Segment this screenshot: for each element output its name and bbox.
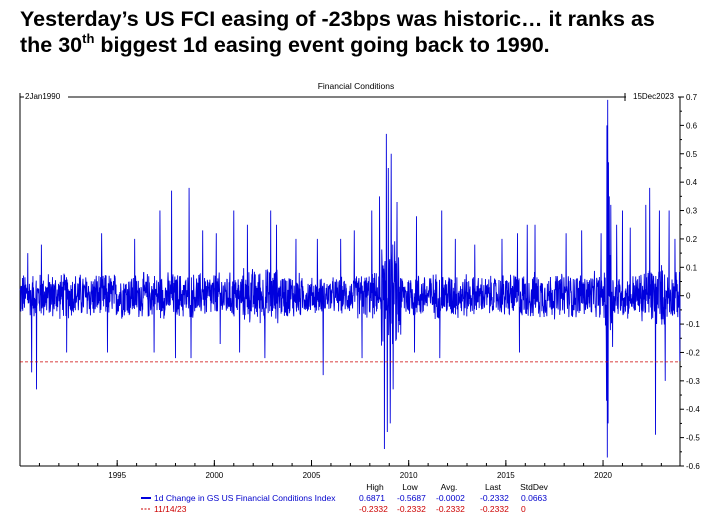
legend-ref-avg: -0.2332 xyxy=(436,504,465,514)
y-tick-label-1: 0.6 xyxy=(686,121,698,130)
headline-line-2-start: the 30 xyxy=(20,33,83,57)
y-tick-label-5: 0.2 xyxy=(686,235,698,244)
legend-ref-low: -0.2332 xyxy=(397,504,426,514)
y-tick-label-0: 0.7 xyxy=(686,93,698,102)
x-tick-label-1: 2000 xyxy=(205,471,223,480)
legend-fci-stddev: 0.0663 xyxy=(521,493,547,503)
end-date-marker: 15Dec2023 xyxy=(624,90,678,101)
fci-series-line xyxy=(19,99,681,458)
legend-header-stddev: StdDev xyxy=(520,482,549,492)
start-date-marker: 2Jan1990 xyxy=(19,90,68,101)
x-tick-label-0: 1995 xyxy=(108,471,126,480)
headline-line-1: Yesterday’s US FCI easing of -23bps was … xyxy=(20,7,655,31)
legend-header-high: High xyxy=(366,482,384,492)
y-tick-label-3: 0.4 xyxy=(686,178,698,187)
y-tick-label-8: -0.1 xyxy=(686,320,700,329)
legend-label-fci: 1d Change in GS US Financial Conditions … xyxy=(154,493,336,503)
legend-fci-low: -0.5687 xyxy=(397,493,426,503)
legend-ref-stddev: 0 xyxy=(521,504,526,514)
y-tick-label-12: -0.5 xyxy=(686,434,700,443)
x-tick-label-3: 2010 xyxy=(400,471,418,480)
y-tick-label-2: 0.5 xyxy=(686,150,698,159)
x-axis: 1995 2000 2005 2010 2015 2020 xyxy=(19,460,662,480)
legend-fci-last: -0.2332 xyxy=(480,493,509,503)
headline: Yesterday’s US FCI easing of -23bps was … xyxy=(20,6,720,58)
y-tick-label-13: -0.6 xyxy=(686,462,700,471)
headline-line-2: the 30th biggest 1d easing event going b… xyxy=(20,32,720,58)
legend-header-last: Last xyxy=(485,482,502,492)
y-tick-label-4: 0.3 xyxy=(686,207,698,216)
headline-line-2-end: biggest 1d easing event going back to 19… xyxy=(94,33,550,57)
legend-fci-high: 0.6871 xyxy=(359,493,385,503)
y-tick-label-9: -0.2 xyxy=(686,348,700,357)
headline-superscript: th xyxy=(82,30,95,46)
legend-fci-avg: -0.0002 xyxy=(436,493,465,503)
legend: High Low Avg. Last StdDev 1d Change in G… xyxy=(141,482,549,514)
legend-header-avg: Avg. xyxy=(441,482,458,492)
fci-series xyxy=(19,99,681,458)
y-tick-label-11: -0.4 xyxy=(686,405,700,414)
y-tick-label-7: 0 xyxy=(686,292,691,301)
legend-label-reference: 11/14/23 xyxy=(154,504,187,514)
x-tick-label-4: 2015 xyxy=(497,471,515,480)
legend-ref-last: -0.2332 xyxy=(480,504,509,514)
y-tick-label-10: -0.3 xyxy=(686,377,700,386)
y-axis: 0.7 0.6 0.5 0.4 0.3 0.2 0.1 0 -0.1 -0.2 -0.3 -0.4 -0… xyxy=(680,93,700,471)
plot-area: 2Jan1990 15Dec2023 xyxy=(19,90,681,467)
y-tick-label-6: 0.1 xyxy=(686,263,698,272)
x-tick-label-5: 2020 xyxy=(594,471,612,480)
end-date-label: 15Dec2023 xyxy=(633,92,674,101)
x-tick-label-2: 2005 xyxy=(303,471,321,480)
legend-ref-high: -0.2332 xyxy=(359,504,388,514)
legend-header-low: Low xyxy=(402,482,418,492)
chart-title: Financial Conditions xyxy=(318,81,395,91)
start-date-label: 2Jan1990 xyxy=(25,92,61,101)
